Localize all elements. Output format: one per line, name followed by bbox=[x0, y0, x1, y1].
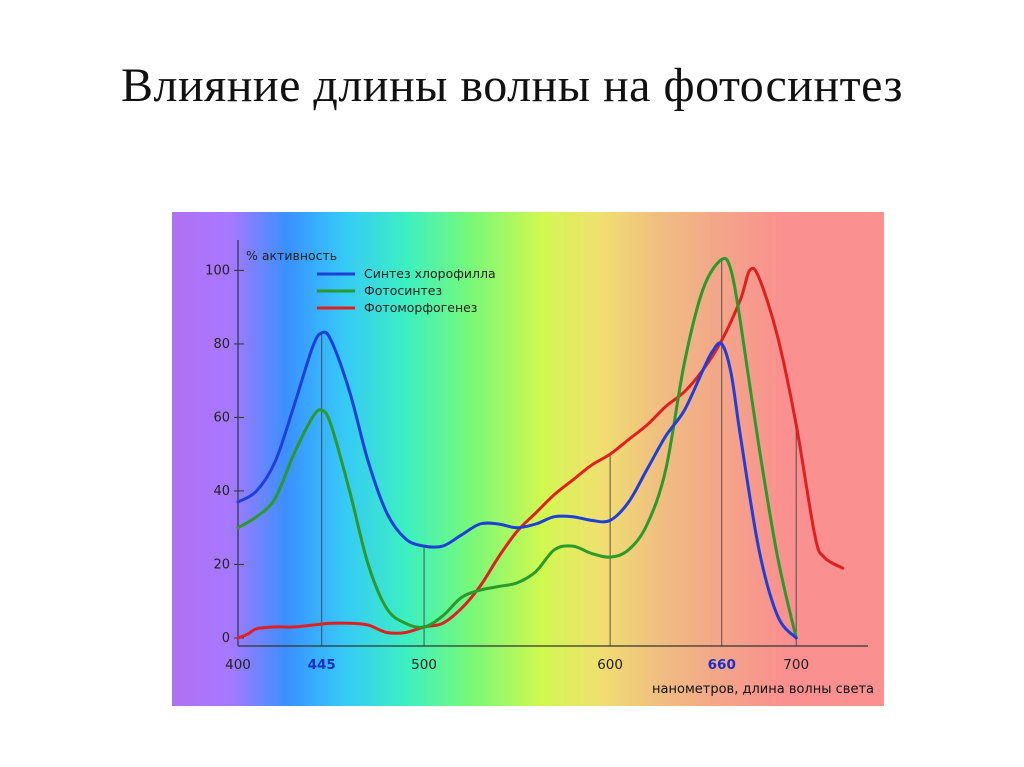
x-tick-label-445: 445 bbox=[308, 657, 336, 673]
legend-label-photomorphogenesis: Фотоморфогенез bbox=[364, 300, 477, 315]
series-line-photosynthesis bbox=[236, 256, 798, 640]
y-tick-label-80: 80 bbox=[213, 337, 230, 352]
x-tick-label-500: 500 bbox=[411, 657, 437, 673]
x-axis-title: нанометров, длина волны света bbox=[652, 682, 874, 697]
legend: Синтез хлорофилла Фотосинтез Фотоморфогене… bbox=[317, 266, 496, 315]
y-axis-title: % активность bbox=[246, 248, 337, 263]
series-line-photomorphogenesis bbox=[236, 266, 845, 640]
y-tick-label-0: 0 bbox=[222, 631, 230, 646]
x-tick-label-400: 400 bbox=[225, 657, 251, 673]
chart-svg: 0 20 40 60 80 100 400 445 500 600 660 700 Синтез х… bbox=[172, 212, 884, 706]
slide-title: Влияние длины волны на фотосинтез bbox=[120, 59, 903, 112]
y-ticks: 0 20 40 60 80 100 bbox=[205, 263, 244, 646]
legend-label-chlorophyll-synthesis: Синтез хлорофилла bbox=[364, 266, 496, 281]
x-tick-label-700: 700 bbox=[783, 657, 809, 673]
guide-lines bbox=[321, 259, 797, 646]
legend-label-photosynthesis: Фотосинтез bbox=[364, 283, 442, 298]
axes bbox=[237, 240, 868, 647]
chart: 0 20 40 60 80 100 400 445 500 600 660 700 Синтез х… bbox=[172, 212, 884, 706]
spectrum-background bbox=[172, 212, 884, 706]
y-tick-label-60: 60 bbox=[213, 410, 230, 425]
x-tick-label-600: 600 bbox=[597, 657, 623, 673]
x-tick-label-660: 660 bbox=[708, 657, 736, 673]
y-tick-label-20: 20 bbox=[213, 557, 230, 572]
x-ticks: 400 445 500 600 660 700 bbox=[225, 657, 809, 673]
series-line-chlorophyll-synthesis bbox=[236, 330, 798, 640]
y-tick-label-100: 100 bbox=[205, 263, 230, 278]
y-tick-label-40: 40 bbox=[213, 484, 230, 499]
series-group bbox=[236, 256, 845, 640]
